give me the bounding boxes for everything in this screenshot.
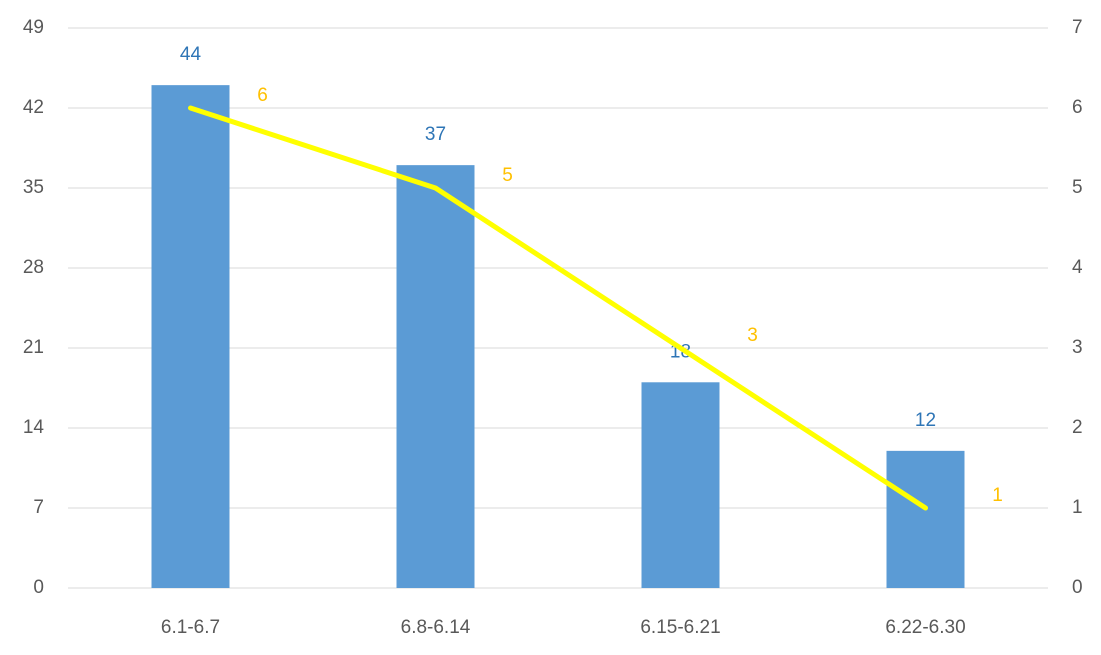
x-tick-label: 6.8-6.14 <box>401 617 471 638</box>
y2-tick-label: 3 <box>1072 337 1083 358</box>
bar <box>151 85 230 589</box>
y-tick-label: 42 <box>23 97 44 118</box>
y-tick-label: 21 <box>23 337 44 358</box>
y2-tick-label: 0 <box>1072 577 1083 598</box>
bar <box>396 165 475 588</box>
y2-tick-label: 7 <box>1072 17 1083 38</box>
y-tick-label: 14 <box>23 417 45 438</box>
y2-tick-label: 5 <box>1072 177 1083 198</box>
y2-tick-label: 4 <box>1072 257 1083 278</box>
y-tick-label: 28 <box>23 257 44 278</box>
y2-tick-label: 6 <box>1072 97 1083 118</box>
line-value-label: 6 <box>257 85 268 106</box>
bar <box>886 450 965 588</box>
bar-value-label: 12 <box>915 410 936 431</box>
line-value-label: 3 <box>747 325 758 346</box>
bar-value-label: 44 <box>180 44 202 65</box>
y2-tick-label: 2 <box>1072 417 1083 438</box>
y2-tick-label: 1 <box>1072 497 1083 518</box>
line-value-label: 5 <box>502 165 513 186</box>
line <box>188 105 928 511</box>
y-tick-label: 35 <box>23 177 44 198</box>
bar <box>641 382 720 588</box>
x-tick-label: 6.22-6.30 <box>885 617 965 638</box>
bar-value-label: 37 <box>425 124 446 145</box>
y-tick-label: 0 <box>33 577 44 598</box>
line-value-label: 1 <box>992 485 1003 506</box>
x-tick-label: 6.1-6.7 <box>161 617 220 638</box>
y-tick-label: 49 <box>23 17 44 38</box>
x-tick-label: 6.15-6.21 <box>640 617 720 638</box>
y-tick-label: 7 <box>33 497 44 518</box>
